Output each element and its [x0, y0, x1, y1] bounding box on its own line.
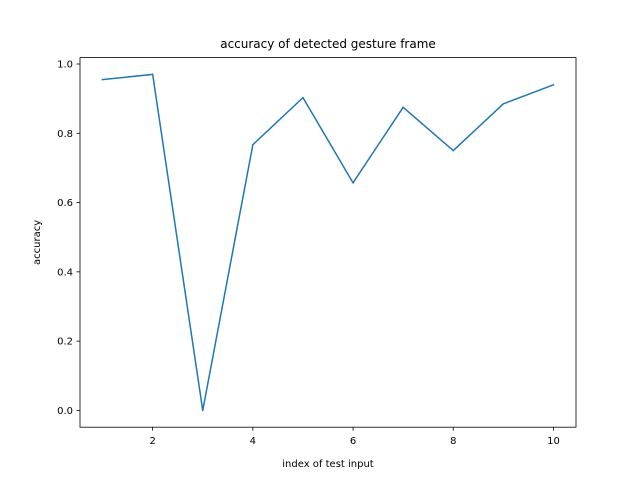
- x-tick-label: 4: [250, 436, 256, 447]
- data-point: [252, 143, 254, 146]
- y-tick-label: 1.0: [57, 60, 73, 71]
- data-point: [302, 96, 304, 99]
- y-tick-label: 0.6: [57, 198, 73, 209]
- data-point: [502, 103, 505, 105]
- data-point: [101, 78, 104, 81]
- chart-title: accuracy of detected gesture frame: [220, 37, 436, 51]
- x-tick-label: 10: [547, 436, 560, 447]
- x-tick-label: 2: [149, 436, 155, 447]
- data-point: [151, 73, 154, 76]
- y-tick-label: 0.0: [57, 406, 73, 417]
- plot-frame: [79, 57, 577, 428]
- y-axis-label: accuracy: [32, 220, 43, 265]
- data-point: [402, 106, 404, 109]
- data-point: [202, 409, 204, 412]
- y-tick-label: 0.8: [57, 129, 73, 140]
- y-tick-label: 0.2: [57, 337, 73, 348]
- data-point: [452, 149, 454, 152]
- series-line: [101, 73, 555, 412]
- data-point: [352, 182, 354, 184]
- x-tick-label: 6: [350, 436, 356, 447]
- x-axis-label: index of test input: [282, 459, 374, 470]
- series-layer: [101, 73, 555, 412]
- x-tick-label: 8: [450, 436, 456, 447]
- y-tick-label: 0.4: [57, 267, 73, 278]
- x-axis-ticks: 2 4 6 8 10: [149, 427, 560, 447]
- y-axis-ticks: 0.0 0.2 0.4 0.6 0.8 1.0: [57, 60, 80, 417]
- data-point: [552, 84, 555, 86]
